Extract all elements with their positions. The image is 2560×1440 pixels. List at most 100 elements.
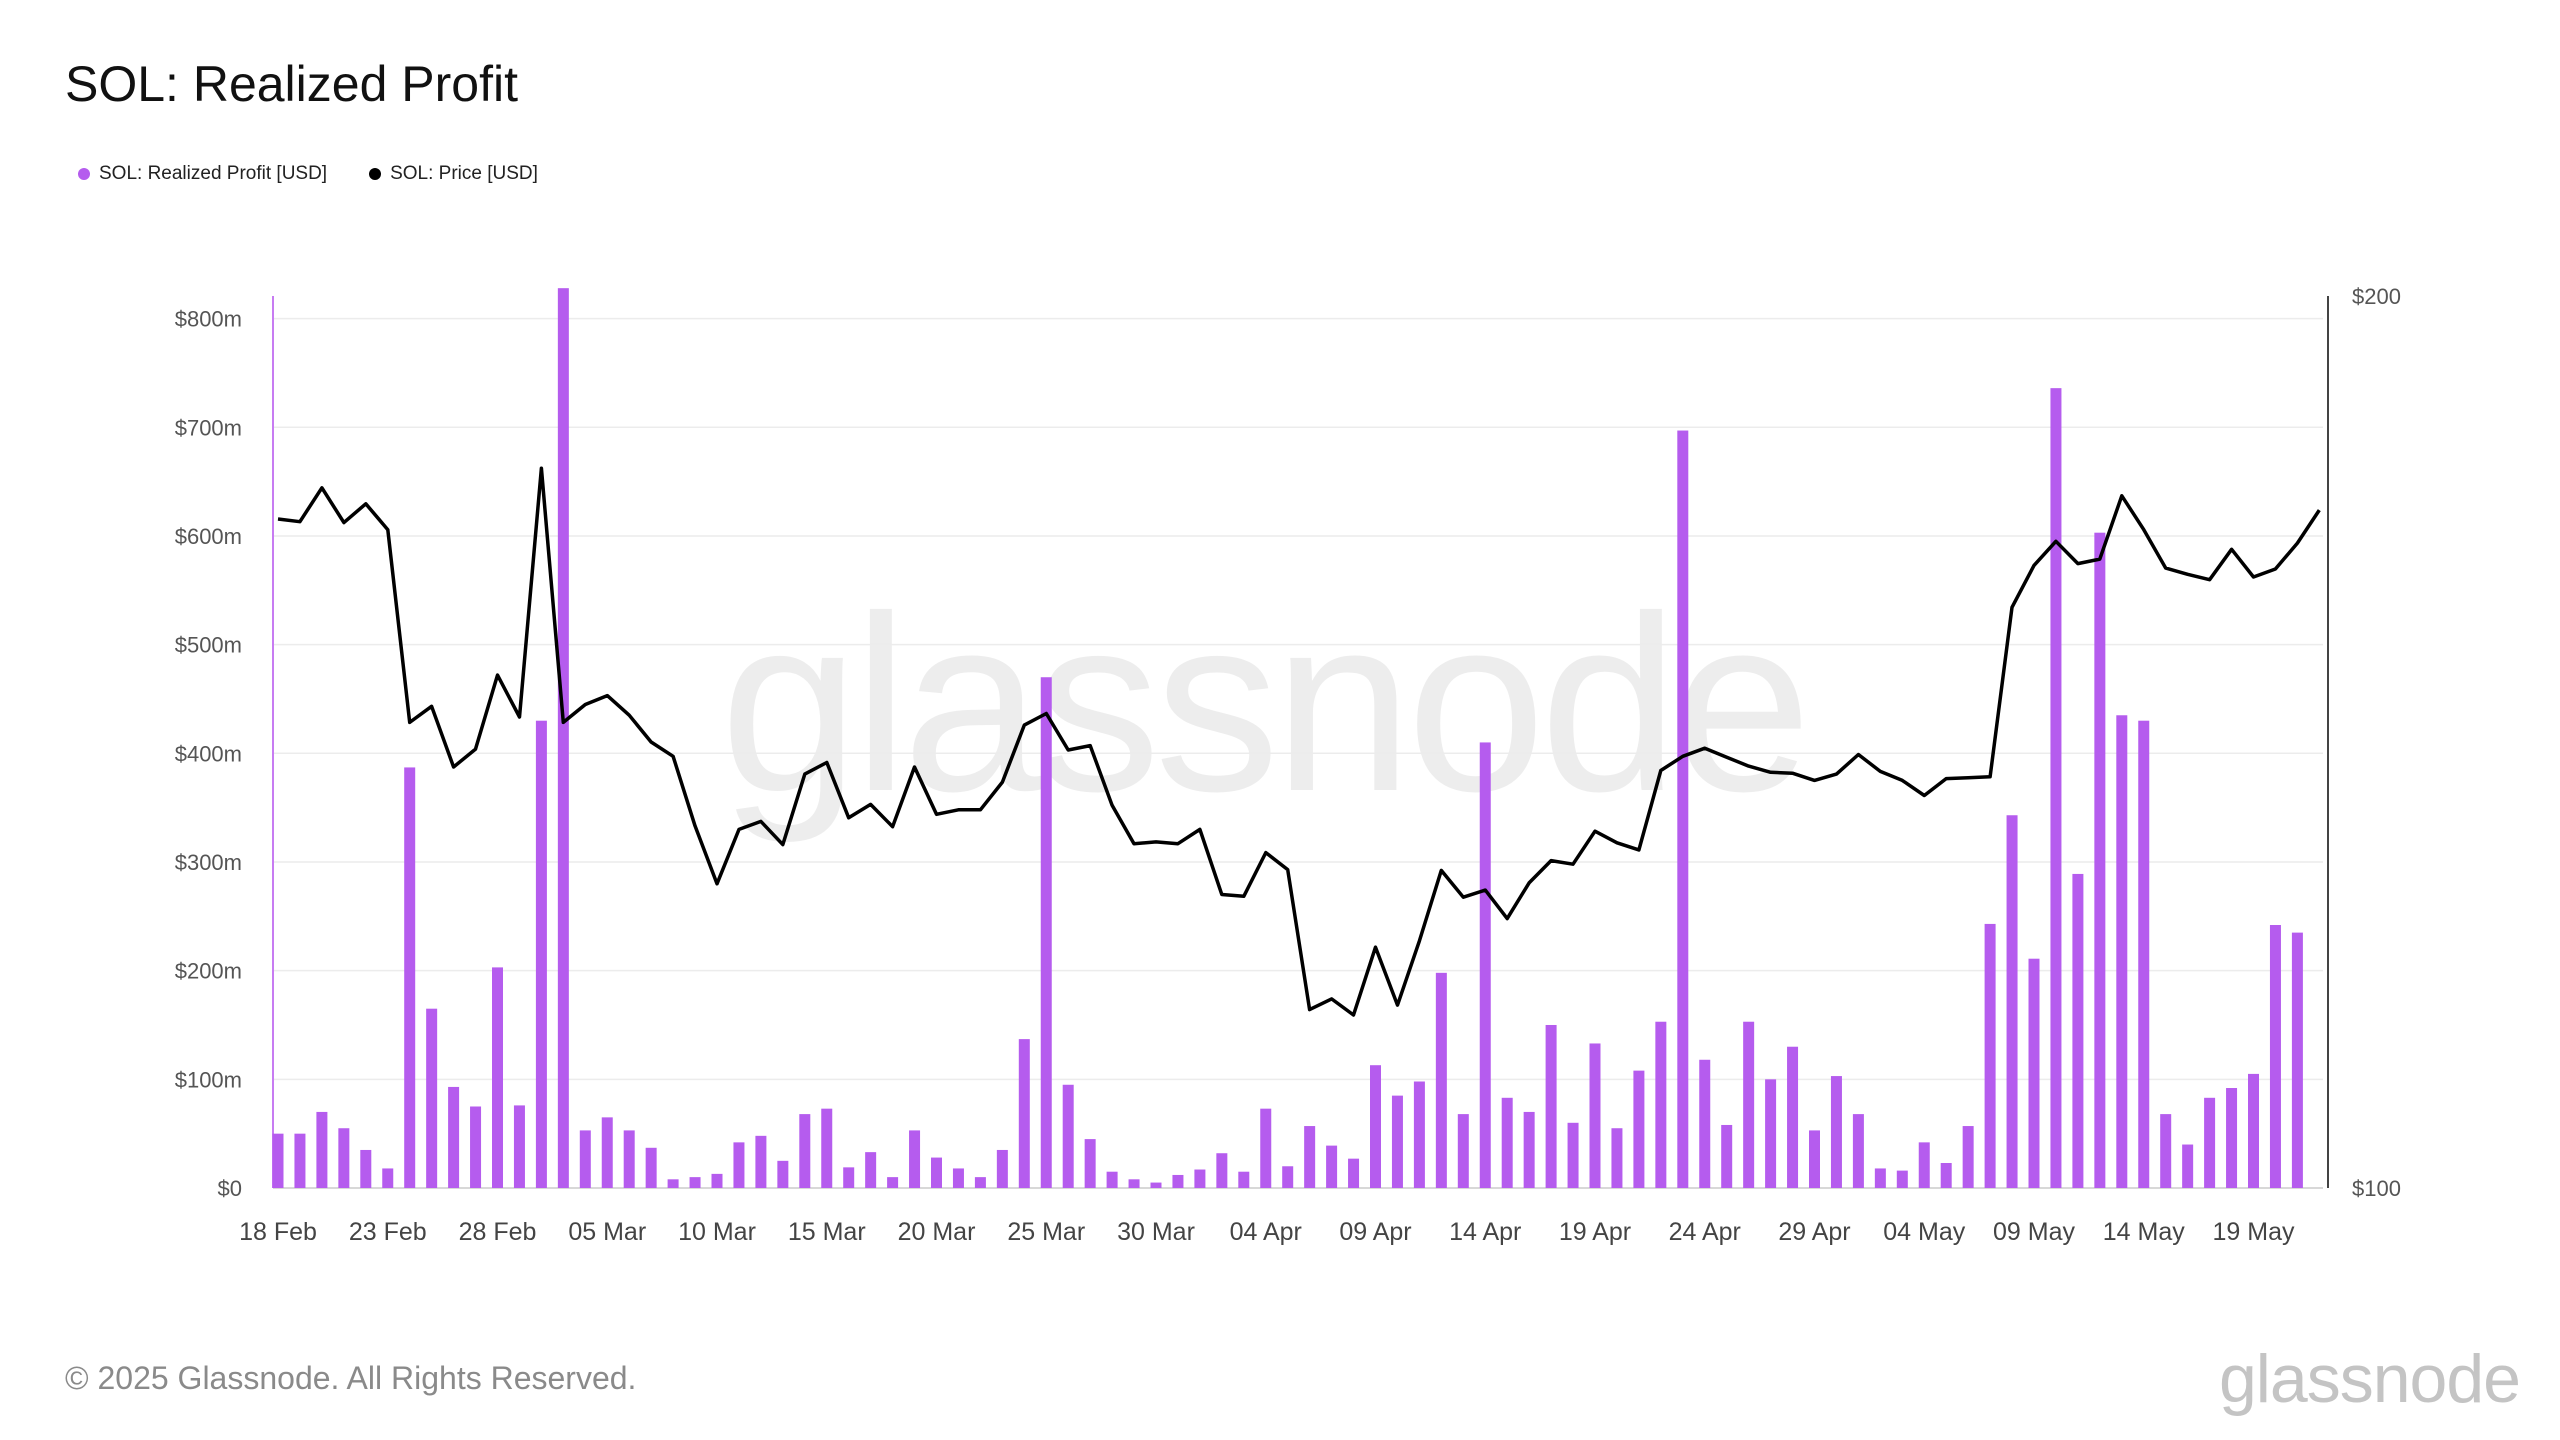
bar bbox=[799, 1114, 811, 1188]
x-tick-label: 09 May bbox=[1993, 1218, 2075, 1246]
bar bbox=[2160, 1114, 2172, 1188]
bar bbox=[777, 1160, 789, 1188]
x-tick-label: 24 Apr bbox=[1669, 1218, 1741, 1246]
bar bbox=[404, 767, 416, 1188]
axis-layer bbox=[272, 296, 2329, 1189]
bar bbox=[1084, 1139, 1096, 1188]
bar bbox=[294, 1133, 306, 1188]
bar bbox=[1106, 1171, 1118, 1188]
y-left-tick-label: $800m bbox=[175, 307, 242, 332]
bar bbox=[2072, 873, 2084, 1188]
bar bbox=[1194, 1169, 1206, 1188]
bar bbox=[272, 1133, 284, 1188]
bar bbox=[1611, 1128, 1623, 1188]
bar bbox=[865, 1152, 877, 1188]
legend-item-price[interactable]: SOL: Price [USD] bbox=[369, 163, 538, 185]
bar bbox=[360, 1149, 372, 1188]
bar bbox=[2248, 1073, 2259, 1188]
bar bbox=[996, 1149, 1008, 1188]
bar bbox=[733, 1142, 745, 1188]
bar bbox=[1721, 1124, 1733, 1188]
bar bbox=[1633, 1070, 1645, 1188]
bar bbox=[667, 1179, 679, 1188]
bar bbox=[1282, 1166, 1294, 1188]
bar bbox=[909, 1130, 921, 1188]
bar bbox=[2182, 1144, 2194, 1188]
bar bbox=[1589, 1043, 1601, 1188]
bar bbox=[1809, 1130, 1820, 1188]
y-left-tick-label: $500m bbox=[175, 633, 242, 658]
bar bbox=[974, 1177, 986, 1188]
bar bbox=[2050, 388, 2062, 1189]
legend-label-price: SOL: Price [USD] bbox=[390, 163, 538, 184]
bar bbox=[2116, 715, 2128, 1188]
legend-swatch-price bbox=[369, 168, 382, 180]
x-tick-label: 14 May bbox=[2103, 1218, 2185, 1246]
bar bbox=[601, 1117, 613, 1188]
bar bbox=[1062, 1084, 1074, 1188]
bar bbox=[711, 1173, 723, 1188]
bar bbox=[2269, 925, 2281, 1188]
bar bbox=[1874, 1168, 1886, 1188]
bar bbox=[1567, 1122, 1579, 1188]
bar bbox=[1787, 1046, 1799, 1188]
bar bbox=[1699, 1059, 1711, 1188]
bar bbox=[1391, 1095, 1403, 1188]
bar bbox=[623, 1130, 635, 1188]
bar bbox=[579, 1130, 591, 1188]
bar bbox=[1940, 1163, 1952, 1188]
bar bbox=[1238, 1171, 1250, 1188]
x-tick-label: 05 Mar bbox=[568, 1218, 646, 1246]
y-right-tick-label: $100 bbox=[2352, 1176, 2401, 1201]
bar bbox=[931, 1157, 942, 1188]
bar bbox=[1501, 1097, 1513, 1188]
bar bbox=[1128, 1179, 1140, 1188]
legend-label-realized-profit: SOL: Realized Profit [USD] bbox=[99, 163, 328, 184]
chart-title: SOL: Realized Profit bbox=[65, 56, 518, 112]
bar bbox=[1523, 1111, 1535, 1188]
bar bbox=[1260, 1108, 1272, 1188]
bar bbox=[1304, 1126, 1316, 1188]
bar bbox=[843, 1167, 855, 1188]
bar bbox=[1545, 1024, 1557, 1188]
x-tick-label: 09 Apr bbox=[1339, 1218, 1411, 1246]
bar bbox=[557, 288, 569, 1189]
legend-item-realized-profit[interactable]: SOL: Realized Profit [USD] bbox=[78, 163, 327, 185]
x-tick-label: 18 Feb bbox=[239, 1218, 317, 1246]
x-tick-label: 04 Apr bbox=[1230, 1218, 1302, 1246]
bar bbox=[1150, 1182, 1162, 1188]
bar bbox=[1326, 1145, 1338, 1188]
y-left-tick-label: $700m bbox=[175, 415, 242, 440]
x-tick-label: 23 Feb bbox=[349, 1218, 427, 1246]
bar-layer bbox=[272, 288, 2303, 1189]
price-line bbox=[277, 466, 2321, 1017]
bar bbox=[1348, 1158, 1360, 1188]
glassnode-logo: glassnode bbox=[2218, 1341, 2521, 1417]
x-tick-label: 29 Apr bbox=[1778, 1218, 1850, 1246]
bar bbox=[2006, 815, 2018, 1188]
bar bbox=[1435, 972, 1447, 1188]
x-tick-label: 19 May bbox=[2213, 1218, 2295, 1246]
legend: SOL: Realized Profit [USD] SOL: Price [U… bbox=[78, 163, 538, 185]
y-left-tick-label: $0 bbox=[218, 1176, 242, 1201]
line-layer bbox=[277, 466, 2321, 1017]
bar bbox=[492, 967, 503, 1188]
x-tick-label: 15 Mar bbox=[788, 1218, 866, 1246]
bar bbox=[1896, 1170, 1908, 1188]
x-tick-label: 04 May bbox=[1883, 1218, 1965, 1246]
bar bbox=[1962, 1126, 1974, 1188]
bar bbox=[1743, 1021, 1755, 1188]
x-tick-label: 19 Apr bbox=[1559, 1218, 1631, 1246]
bar bbox=[1918, 1142, 1930, 1188]
x-tick-label: 28 Feb bbox=[459, 1218, 537, 1246]
bar bbox=[382, 1168, 394, 1188]
bar bbox=[1018, 1039, 1030, 1188]
x-tick-label: 30 Mar bbox=[1117, 1218, 1195, 1246]
legend-swatch-realized-profit bbox=[78, 168, 90, 180]
bar bbox=[316, 1111, 328, 1188]
y-left-tick-label: $600m bbox=[175, 524, 242, 549]
bar bbox=[1413, 1081, 1425, 1188]
bar bbox=[1765, 1079, 1777, 1188]
bar bbox=[645, 1147, 657, 1188]
bar bbox=[448, 1086, 460, 1188]
